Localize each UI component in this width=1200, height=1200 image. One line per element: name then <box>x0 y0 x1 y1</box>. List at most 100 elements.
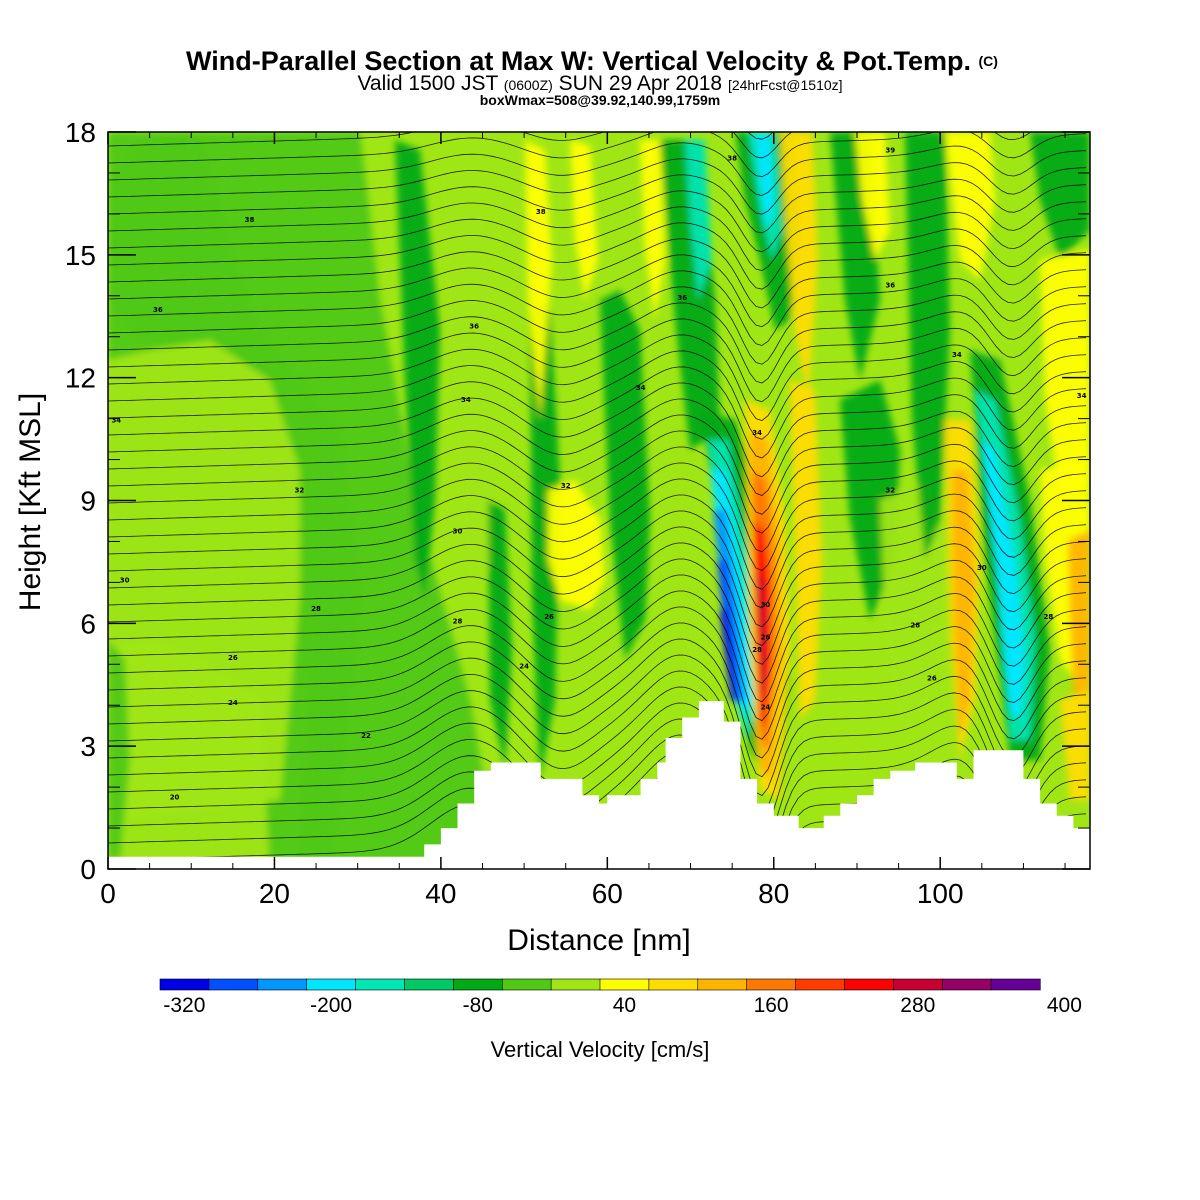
theta-isoline-label: 34 <box>952 351 962 359</box>
theta-isoline <box>108 478 1087 590</box>
velocity-contour-region <box>755 132 774 230</box>
theta-isoline-label: 26 <box>761 634 771 642</box>
y-tick-label: 18 <box>65 117 96 148</box>
velocity-contour-region <box>108 640 130 860</box>
theta-isoline <box>108 686 1087 834</box>
x-tick-label: 0 <box>100 878 116 909</box>
theta-isoline <box>108 132 1032 159</box>
theta-isoline-label: 32 <box>561 482 571 490</box>
x-tick-label: 60 <box>592 878 623 909</box>
theta-isoline <box>108 206 1087 271</box>
x-tick-label: 20 <box>259 878 290 909</box>
velocity-contour-region <box>108 640 270 869</box>
velocity-contour-region <box>1030 132 1090 260</box>
theta-isoline-label: 28 <box>910 621 920 629</box>
velocity-contour-region <box>780 132 818 400</box>
theta-isoline-label: 24 <box>228 699 238 707</box>
theta-isoline-label: 32 <box>885 486 895 494</box>
colorbar-swatch <box>550 978 601 991</box>
chart-title: Wind-Parallel Section at Max W: Vertical… <box>186 46 998 76</box>
theta-isoline-label: 30 <box>977 564 987 572</box>
theta-isoline-label: 38 <box>536 208 546 216</box>
theta-isoline <box>108 542 1087 665</box>
theta-isoline <box>108 174 1087 234</box>
velocity-contour-region <box>790 380 822 720</box>
y-tick-label: 0 <box>80 854 96 885</box>
theta-isoline <box>108 398 1087 496</box>
theta-isoline <box>108 158 1087 215</box>
x-axis-label: Distance [nm] <box>507 924 690 957</box>
colorbar-swatch <box>893 978 943 991</box>
colorbar-tick-label: 400 <box>1047 994 1082 1017</box>
theta-isoline <box>108 494 1087 609</box>
velocity-contour-region <box>685 140 712 300</box>
theta-isoline <box>108 190 1087 253</box>
y-tick-label: 3 <box>80 731 96 762</box>
colorbar-swatch <box>355 978 406 991</box>
velocity-contour-region <box>108 132 360 869</box>
colorbar-swatch <box>844 978 894 991</box>
plot-area: 20 22 24 26 28 30 32 34 36 38 30 28 26 24 32 34 36 38 34 36… <box>107 131 1091 870</box>
theta-isoline <box>108 350 1087 440</box>
vertical-velocity-field: 20 22 24 26 28 30 32 34 36 38 30 28 26 24 32 34 36 38 34 36… <box>108 132 1090 869</box>
theta-isoline-label: 28 <box>752 646 762 654</box>
theta-isoline-label: 34 <box>461 396 471 404</box>
colorbar-label: Vertical Velocity [cm/s] <box>491 1037 710 1062</box>
theta-isoline-label: 36 <box>885 282 895 290</box>
colorbar-tick-label: -320 <box>163 994 205 1017</box>
theta-isoline-label: 34 <box>636 384 646 392</box>
colorbar-swatch <box>159 978 210 991</box>
colorbar-tick-label: 280 <box>900 994 935 1017</box>
theta-isoline <box>108 222 1087 290</box>
terrain-mask <box>108 701 1090 869</box>
x-tick-label: 40 <box>425 878 456 909</box>
theta-isoline-label: 28 <box>311 605 321 613</box>
theta-isoline <box>108 334 1087 421</box>
x-tick-label: 100 <box>917 878 964 909</box>
theta-isoline <box>108 590 1087 722</box>
theta-isoline-label: 32 <box>295 486 305 494</box>
x-tick-label: 80 <box>758 878 789 909</box>
theta-isoline-label: 34 <box>752 429 762 437</box>
theta-isoline <box>108 510 1087 628</box>
theta-isoline-label: 24 <box>761 703 771 711</box>
theta-isoline <box>108 132 1087 178</box>
theta-isoline <box>108 430 1087 534</box>
colorbar-swatch <box>746 978 797 991</box>
theta-isoline-label: 38 <box>245 216 255 224</box>
theta-isoline <box>108 574 1087 703</box>
theta-isoline-label: 36 <box>469 323 479 331</box>
theta-isoline <box>108 318 1087 403</box>
theta-isoline <box>108 702 1087 853</box>
theta-isoline-label: 36 <box>677 294 687 302</box>
theta-isoline <box>108 270 1087 346</box>
colorbar-swatch <box>208 978 259 991</box>
theta-isoline <box>108 382 1087 478</box>
theta-isoline-label: 38 <box>727 155 737 163</box>
x-axis: 0 20 40 60 80 100 <box>100 132 1066 909</box>
theta-isoline-label: 36 <box>153 306 163 314</box>
y-axis-label: Height [Kft MSL] <box>14 393 47 611</box>
y-tick-label: 15 <box>65 240 96 271</box>
theta-isoline <box>108 366 1087 459</box>
theta-isoline <box>108 302 1087 384</box>
theta-isoline-label: 26 <box>544 613 554 621</box>
theta-isoline <box>108 462 1087 571</box>
colorbar-swatch <box>404 978 454 991</box>
colorbar-swatch <box>501 978 552 991</box>
colorbar-swatch <box>257 978 308 991</box>
theta-isoline <box>108 638 1087 778</box>
theta-isoline <box>108 142 1087 196</box>
theta-isoline-label: 20 <box>170 793 180 801</box>
colorbar-swatch <box>795 978 846 991</box>
velocity-contour-region <box>570 140 598 300</box>
colorbar-tick-label: 160 <box>754 994 789 1017</box>
theta-isoline-label: 26 <box>228 654 238 662</box>
velocity-contour-region <box>395 140 440 600</box>
theta-isoline <box>108 606 1087 740</box>
theta-isoline <box>108 446 1087 553</box>
velocity-contour-region <box>952 470 975 740</box>
velocity-contour-region <box>530 300 560 780</box>
velocity-contour-region <box>756 570 766 700</box>
